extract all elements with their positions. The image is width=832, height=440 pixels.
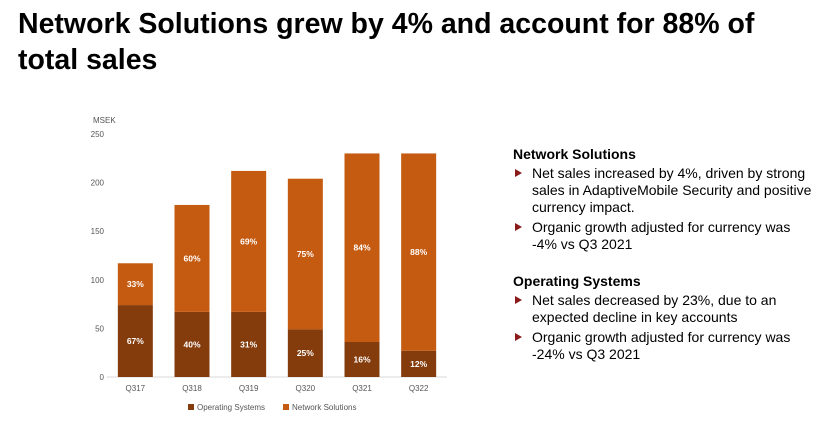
- bar-operating-systems: [117, 305, 153, 377]
- bar-operating-systems: [287, 329, 323, 377]
- network-bullet-2: Organic growth adjusted for currency was…: [513, 219, 813, 253]
- bar-operating-systems: [344, 342, 380, 377]
- bar-data-label: 33%: [127, 279, 144, 289]
- bar-network-solutions: [344, 153, 380, 343]
- legend-swatch: [283, 404, 289, 410]
- network-solutions-section: Network Solutions Net sales increased by…: [513, 146, 813, 253]
- legend-swatch: [188, 404, 194, 410]
- stacked-bar-chart: MSEK 0 50 100 150 200 250 67% 33% 40% 60% 31% 69% 2…: [91, 116, 447, 412]
- bar-network-solutions: [174, 204, 210, 312]
- bar-data-label: 84%: [353, 243, 370, 253]
- arrow-bullet-icon: [515, 223, 522, 231]
- y-tick-label: 150: [91, 227, 105, 236]
- legend-label: Operating Systems: [197, 403, 265, 412]
- bar-data-label: 88%: [410, 247, 427, 257]
- bar-data-label: 40%: [183, 339, 200, 349]
- bar-data-label: 75%: [297, 249, 314, 259]
- bar-network-solutions: [401, 153, 437, 351]
- page-title: Network Solutions grew by 4% and account…: [18, 8, 755, 76]
- bar-data-label: 25%: [297, 348, 314, 358]
- os-bullet-2: Organic growth adjusted for currency was…: [513, 329, 813, 363]
- os-bullet-1: Net sales decreased by 23%, due to an ex…: [513, 292, 813, 326]
- y-axis-title: MSEK: [93, 116, 116, 125]
- operating-systems-heading: Operating Systems: [513, 273, 641, 289]
- x-tick-label: Q319: [239, 384, 259, 393]
- operating-systems-section: Operating Systems Net sales decreased by…: [513, 273, 813, 363]
- y-tick-label: 250: [91, 130, 105, 139]
- bar-data-label: 31%: [240, 339, 257, 349]
- bar-data-label: 67%: [127, 336, 144, 346]
- bar-data-label: 60%: [183, 253, 200, 263]
- bullet-text: Organic growth adjusted for currency was…: [532, 329, 791, 362]
- bar-data-label: 69%: [240, 236, 257, 246]
- x-tick-label: Q320: [296, 384, 316, 393]
- arrow-bullet-icon: [515, 296, 522, 304]
- bar-network-solutions: [117, 263, 153, 306]
- x-tick-label: Q322: [409, 384, 429, 393]
- y-tick-label: 50: [95, 324, 104, 333]
- network-bullet-1: Net sales increased by 4%, driven by str…: [513, 165, 813, 216]
- arrow-bullet-icon: [515, 333, 522, 341]
- network-solutions-heading: Network Solutions: [513, 146, 636, 162]
- bar-data-label: 16%: [353, 355, 370, 365]
- bar-network-solutions: [231, 170, 267, 312]
- bar-operating-systems: [231, 311, 267, 377]
- bar-network-solutions: [287, 178, 323, 330]
- y-tick-label: 0: [100, 373, 105, 382]
- arrow-bullet-icon: [515, 169, 522, 177]
- commentary-panel: Network Solutions Net sales increased by…: [513, 146, 813, 366]
- x-tick-label: Q317: [126, 384, 146, 393]
- bullet-text: Organic growth adjusted for currency was…: [532, 219, 791, 252]
- bullet-text: Net sales increased by 4%, driven by str…: [532, 165, 812, 215]
- bullet-text: Net sales decreased by 23%, due to an ex…: [532, 292, 777, 325]
- y-tick-label: 200: [91, 179, 105, 188]
- x-tick-label: Q318: [182, 384, 202, 393]
- bar-operating-systems: [401, 350, 437, 377]
- y-tick-label: 100: [91, 276, 105, 285]
- legend-label: Network Solutions: [292, 403, 356, 412]
- bar-data-label: 12%: [410, 359, 427, 369]
- x-tick-label: Q321: [352, 384, 372, 393]
- bar-operating-systems: [174, 311, 210, 377]
